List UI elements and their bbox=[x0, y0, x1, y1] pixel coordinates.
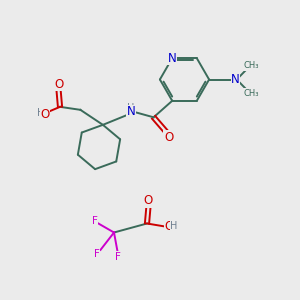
Text: O: O bbox=[54, 77, 63, 91]
Text: N: N bbox=[168, 52, 177, 65]
Text: CH₃: CH₃ bbox=[244, 88, 259, 98]
Text: H: H bbox=[37, 108, 44, 118]
Text: H: H bbox=[170, 220, 178, 231]
Text: F: F bbox=[94, 249, 100, 259]
Text: F: F bbox=[115, 252, 121, 262]
Text: O: O bbox=[164, 131, 173, 144]
Text: O: O bbox=[40, 108, 50, 121]
Text: F: F bbox=[92, 216, 98, 226]
Text: O: O bbox=[164, 220, 173, 233]
Text: N: N bbox=[231, 73, 240, 86]
Text: H: H bbox=[128, 103, 135, 113]
Text: O: O bbox=[144, 194, 153, 207]
Text: CH₃: CH₃ bbox=[244, 61, 259, 70]
Text: N: N bbox=[127, 105, 136, 119]
